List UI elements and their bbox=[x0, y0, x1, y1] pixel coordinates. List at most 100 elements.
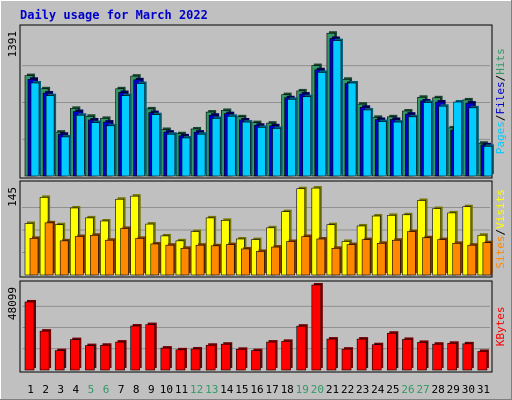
bar-pages-day-28 bbox=[438, 105, 447, 177]
bar-pages-day-7 bbox=[121, 95, 130, 177]
bar-sites-day-21 bbox=[331, 248, 341, 276]
x-tick-label: 12 bbox=[190, 383, 203, 396]
bar-sites-day-11 bbox=[180, 248, 190, 276]
legend-entry: Files bbox=[494, 81, 507, 114]
bar-pages-day-15 bbox=[242, 121, 251, 177]
x-tick-label: 13 bbox=[205, 383, 218, 396]
x-tick-label: 11 bbox=[175, 383, 188, 396]
bar-sites-day-17 bbox=[271, 246, 280, 276]
panel-legend: Pages/Files/Hits bbox=[494, 48, 507, 154]
x-tick-label: 31 bbox=[477, 383, 490, 396]
x-tick-label: 2 bbox=[42, 383, 49, 396]
bar-sites-day-13 bbox=[210, 245, 220, 276]
legend-entry: / bbox=[494, 115, 507, 122]
x-tick-label: 14 bbox=[220, 383, 234, 396]
x-axis-labels: 1 2 3 4 5 6 7 8 9 10 11 12 13 14 15 16 17 18 19 20 21 22 23 24 2… bbox=[27, 383, 490, 396]
bar-kbytes-day-31 bbox=[477, 351, 488, 371]
legend-entry: KBytes bbox=[494, 307, 507, 347]
bar-kbytes-day-13 bbox=[205, 344, 216, 371]
bar-kbytes-day-26 bbox=[402, 339, 412, 371]
bar-pages-day-8 bbox=[136, 83, 145, 177]
x-tick-label: 27 bbox=[416, 383, 429, 396]
bar-kbytes-day-22 bbox=[341, 348, 352, 371]
legend-entry: Pages bbox=[494, 121, 507, 154]
bar-pages-day-5 bbox=[91, 122, 100, 177]
x-tick-label: 1 bbox=[27, 383, 34, 396]
bar-kbytes-day-9 bbox=[145, 324, 156, 371]
bar-pages-day-22 bbox=[347, 82, 357, 177]
panel-bot: 48099 KBytes bbox=[6, 280, 507, 373]
x-tick-label: 18 bbox=[281, 383, 294, 396]
bar-sites-day-30 bbox=[467, 244, 477, 276]
x-tick-label: 20 bbox=[311, 383, 324, 396]
bar-sites-day-14 bbox=[225, 244, 235, 276]
x-tick-label: 25 bbox=[386, 383, 399, 396]
x-tick-label: 9 bbox=[148, 383, 155, 396]
bar-pages-day-24 bbox=[377, 121, 387, 177]
x-tick-label: 23 bbox=[356, 383, 369, 396]
bar-pages-day-1 bbox=[30, 82, 40, 177]
bar-kbytes-day-24 bbox=[371, 344, 382, 371]
bar-pages-day-12 bbox=[196, 133, 206, 177]
panel-legend: Sites/Visits bbox=[494, 189, 507, 269]
bar-pages-day-18 bbox=[287, 99, 296, 177]
x-tick-label: 17 bbox=[265, 383, 278, 396]
legend-entry: Visits bbox=[494, 189, 507, 229]
bar-kbytes-day-21 bbox=[326, 338, 337, 371]
bar-sites-day-23 bbox=[361, 239, 371, 276]
bar-kbytes-day-11 bbox=[175, 349, 186, 371]
x-tick-label: 8 bbox=[133, 383, 140, 396]
bar-kbytes-day-16 bbox=[251, 350, 261, 371]
bar-kbytes-day-27 bbox=[417, 342, 427, 371]
bar-pages-day-23 bbox=[362, 109, 372, 177]
legend-entry: Hits bbox=[494, 48, 507, 75]
bar-sites-day-15 bbox=[241, 248, 250, 276]
x-tick-label: 29 bbox=[447, 383, 460, 396]
bar-sites-day-18 bbox=[286, 241, 295, 276]
bar-sites-day-6 bbox=[105, 239, 114, 276]
bar-pages-day-3 bbox=[60, 136, 70, 177]
bar-kbytes-day-5 bbox=[85, 345, 95, 371]
bar-sites-day-3 bbox=[59, 240, 69, 276]
bar-pages-day-20 bbox=[317, 72, 327, 177]
bar-sites-day-27 bbox=[422, 237, 431, 276]
bar-pages-day-17 bbox=[272, 128, 281, 177]
x-tick-label: 30 bbox=[462, 383, 475, 396]
bar-kbytes-day-1 bbox=[24, 301, 35, 371]
x-tick-label: 10 bbox=[160, 383, 173, 396]
x-tick-label: 22 bbox=[341, 383, 354, 396]
bar-pages-day-26 bbox=[408, 116, 417, 177]
bar-kbytes-day-30 bbox=[462, 343, 473, 371]
chart-panels: 1391Pages/Files/Hits145Sites/Visits48099… bbox=[6, 24, 507, 373]
bar-kbytes-day-18 bbox=[281, 341, 291, 371]
panel-legend: KBytes bbox=[494, 307, 507, 347]
bar-sites-day-29 bbox=[452, 243, 462, 276]
panel-max-label: 145 bbox=[6, 187, 19, 207]
bar-pages-day-25 bbox=[393, 121, 402, 177]
bar-pages-day-9 bbox=[151, 114, 161, 177]
bar-pages-day-19 bbox=[302, 96, 312, 177]
x-tick-label: 6 bbox=[103, 383, 110, 396]
bar-kbytes-day-20 bbox=[311, 284, 322, 371]
bar-kbytes-day-6 bbox=[100, 344, 110, 371]
bar-sites-day-10 bbox=[165, 244, 175, 276]
x-tick-label: 4 bbox=[73, 383, 80, 396]
bar-kbytes-day-3 bbox=[54, 350, 65, 371]
bar-visits-day-30 bbox=[462, 206, 472, 276]
x-tick-label: 21 bbox=[326, 383, 339, 396]
bar-kbytes-day-28 bbox=[432, 343, 442, 371]
bar-sites-day-25 bbox=[392, 239, 401, 276]
bar-sites-day-5 bbox=[90, 234, 99, 276]
legend-entry: Sites bbox=[494, 235, 507, 268]
bar-pages-day-31 bbox=[483, 146, 493, 177]
bar-kbytes-day-19 bbox=[296, 325, 307, 371]
bar-pages-day-10 bbox=[166, 133, 176, 177]
bar-kbytes-day-10 bbox=[160, 347, 171, 371]
bar-kbytes-day-25 bbox=[387, 332, 397, 371]
bar-sites-day-26 bbox=[407, 231, 416, 276]
legend-entry: / bbox=[494, 229, 507, 236]
legend-entry: / bbox=[494, 75, 507, 82]
bar-pages-day-14 bbox=[226, 115, 236, 177]
bar-pages-day-27 bbox=[423, 102, 432, 177]
